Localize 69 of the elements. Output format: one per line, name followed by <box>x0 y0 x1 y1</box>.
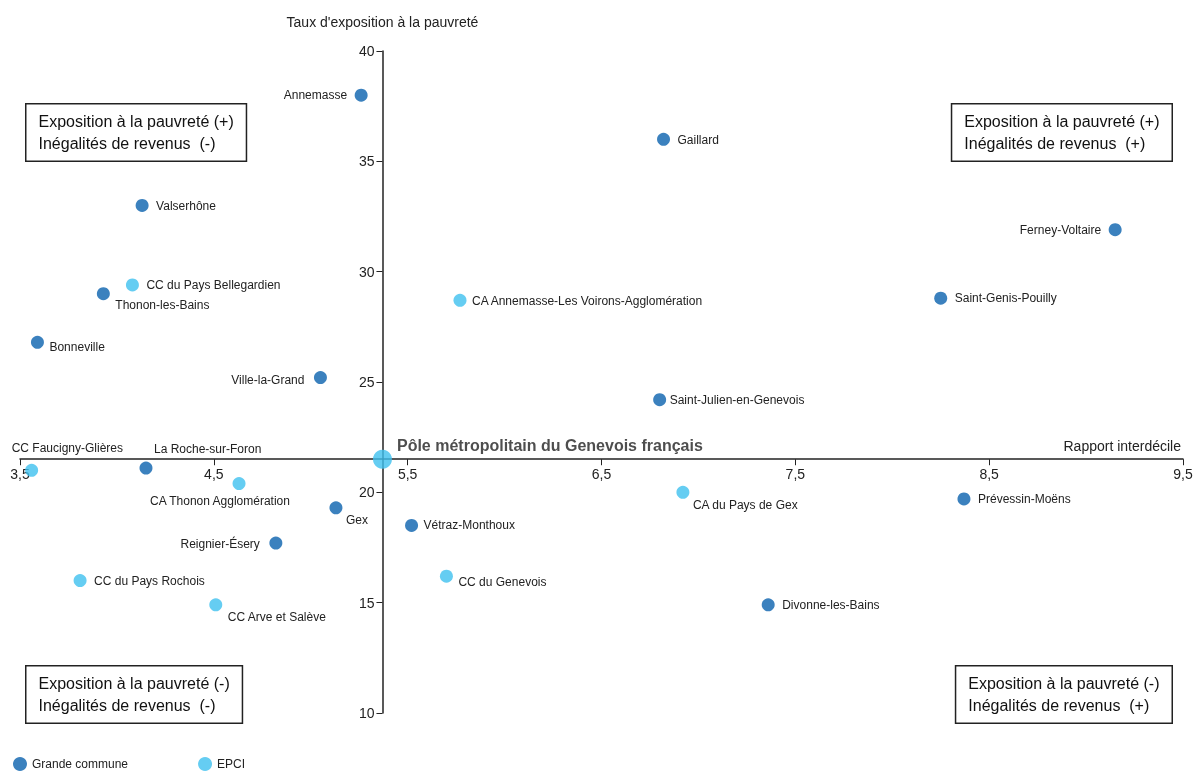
point <box>125 278 139 292</box>
annotation: Exposition à la pauvreté (-) Inégalités de revenus (+) <box>968 675 1160 714</box>
x-tick-label: 4,5 <box>204 466 224 483</box>
annotation: Exposition à la pauvreté (-) Inégalités de revenus (-) <box>38 675 230 714</box>
annotation: Gaillard <box>677 133 719 148</box>
annotation: CC du Genevois <box>458 575 547 590</box>
annotation: CC Faucigny-Glières <box>11 441 124 456</box>
annotation: Thonon-les-Bains <box>115 297 210 312</box>
y-tick-label: 35 <box>358 153 375 170</box>
annotation: Bonneville <box>49 340 106 355</box>
annotation: Gex <box>345 512 368 527</box>
point <box>209 598 223 612</box>
x-tick-label: 8,5 <box>979 466 1000 483</box>
point <box>653 393 667 407</box>
point <box>761 598 775 612</box>
annotation: Reignier-Ésery <box>180 536 260 552</box>
point <box>453 293 467 307</box>
legend-label: EPCI <box>217 757 246 771</box>
point <box>73 574 87 588</box>
x-tick-label: 7,5 <box>785 466 806 483</box>
point <box>232 477 246 490</box>
annotation: Prévessin-Moëns <box>977 491 1071 506</box>
y-tick-label: 20 <box>358 484 375 501</box>
point <box>30 335 44 349</box>
point <box>354 88 368 102</box>
annotation: CA Annemasse-Les Voirons-Agglomération <box>472 294 703 309</box>
x-tick-label: 9,5 <box>1173 466 1193 483</box>
point <box>139 461 153 475</box>
annotation: Exposition à la pauvreté (+) Inégalités de revenus (-) <box>38 113 234 152</box>
point <box>439 569 453 583</box>
point <box>934 291 948 305</box>
y-tick-label: 40 <box>358 43 375 59</box>
annotation: CA du Pays de Gex <box>692 498 798 513</box>
annotation: Annemasse <box>283 88 348 103</box>
y-axis-title: Taux d'exposition à la pauvreté <box>286 14 479 30</box>
point <box>676 485 690 499</box>
point <box>1108 223 1122 237</box>
annotation: La Roche-sur-Foron <box>153 442 262 457</box>
point <box>135 198 149 212</box>
x-tick-label: 5,5 <box>397 466 418 483</box>
annotation: CC Arve et Salève <box>227 609 327 624</box>
y-tick-label: 30 <box>358 263 375 280</box>
annotation: Exposition à la pauvreté (+) Inégalités de revenus (+) <box>964 113 1160 152</box>
point <box>96 287 110 301</box>
series-label: Pôle métropolitain du Genevois français <box>396 436 703 454</box>
annotation: Divonne-les-Bains <box>782 597 880 612</box>
annotation: CA Thonon Agglomération <box>150 493 290 508</box>
point <box>313 371 327 385</box>
point <box>957 492 971 506</box>
annotation: Ville-la-Grand <box>231 372 305 387</box>
point <box>269 536 283 550</box>
annotation: CC du Pays Rochois <box>94 573 205 588</box>
annotation: CC du Pays Bellegardien <box>146 277 281 292</box>
point <box>405 518 419 532</box>
point <box>372 449 392 469</box>
annotation: Valserhône <box>156 199 217 214</box>
point <box>329 501 343 515</box>
y-tick-label: 25 <box>358 374 375 390</box>
y-tick-label: 10 <box>358 705 375 721</box>
x-tick-label: 6,5 <box>591 466 612 483</box>
annotation: Saint-Genis-Pouilly <box>954 291 1057 306</box>
legend-label: Grande commune <box>32 757 129 771</box>
x-axis-title: Rapport interdécile <box>1063 438 1182 455</box>
y-tick-label: 15 <box>358 594 375 611</box>
annotation: Ferney-Voltaire <box>1019 222 1102 237</box>
annotation: Saint-Julien-en-Genevois <box>669 392 805 407</box>
x-tick-label: 3,5 <box>10 466 30 483</box>
point <box>657 132 671 146</box>
annotation: Vétraz-Monthoux <box>423 518 515 533</box>
